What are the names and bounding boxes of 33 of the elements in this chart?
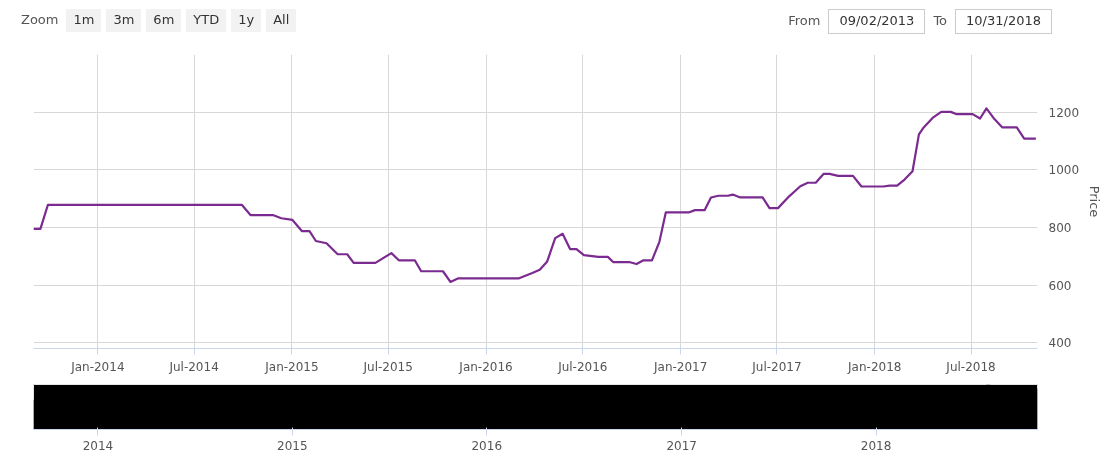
x-tick-label: 2018 (860, 438, 892, 452)
y-tick-label: 1200 (1048, 105, 1080, 120)
x-tick-label: 2014 (82, 438, 114, 452)
x-tick-label: Jul-2014 (168, 359, 219, 374)
text: To (933, 13, 948, 28)
text: 1y (231, 9, 262, 32)
line-series (33, 107, 1037, 284)
text: From (788, 13, 821, 28)
text: 6m (146, 9, 182, 32)
x-tick-label: Jan-2018 (847, 359, 902, 374)
y-tick-label: 600 (1048, 278, 1072, 293)
text: 3m (106, 9, 142, 32)
text: 1m (66, 9, 102, 32)
x-tick-label: Jul-2018 (945, 359, 996, 374)
text: 09/02/2013 (828, 9, 926, 34)
y-axis-title: Price (1087, 185, 1103, 218)
x-tick-label: Jan-2017 (652, 359, 708, 374)
x-tick-label: Jul-2015 (362, 359, 413, 374)
x-tick-label: 2017 (666, 438, 697, 452)
x-tick-label: Jan-2016 (458, 359, 513, 374)
y-tick-label: 1000 (1048, 163, 1080, 178)
x-tick-label: 2015 (277, 438, 308, 452)
y-tick-label: 400 (1048, 336, 1072, 351)
y-tick-label: 800 (1048, 220, 1072, 235)
x-tick-label: Jan-2015 (264, 359, 319, 374)
text: YTD (186, 9, 227, 32)
x-tick-label: Jul-2017 (751, 359, 802, 374)
x-tick-label: 2016 (471, 438, 503, 452)
x-tick-label: Jul-2016 (557, 359, 608, 374)
text: All (266, 9, 297, 32)
x-tick-label: Jan-2014 (70, 359, 125, 374)
text: 10/31/2018 (955, 9, 1052, 34)
text: Zoom (21, 12, 59, 27)
